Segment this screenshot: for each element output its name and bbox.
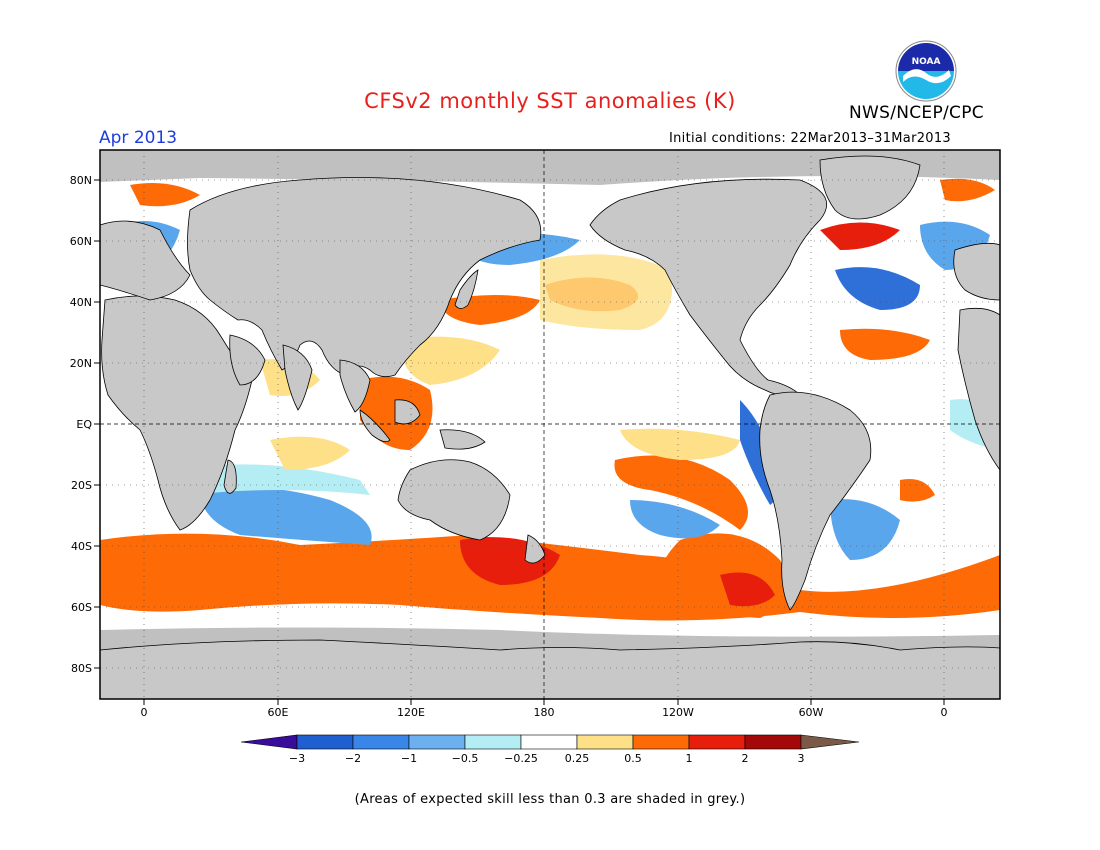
arctic-warm-west [130,182,200,207]
noaa-logo: NOAA [895,40,957,102]
north-atlantic-cool [835,267,920,310]
lon-label: 120W [662,706,694,719]
indochina [339,359,371,413]
lat-label: 80S [71,662,92,675]
south-pacific-warm-tongue [614,455,748,530]
europe-west [100,220,191,301]
lat-ticks [94,179,100,669]
lat-label: 60S [71,601,92,614]
south-pacific-cool [630,500,720,539]
skill-footnote: (Areas of expected skill less than 0.3 a… [354,792,746,807]
forecast-month: Apr 2013 [99,128,178,148]
europe-east [953,242,1000,301]
africa [101,295,253,531]
tropical-indian-warm [270,436,350,470]
north-pacific-light-warm [540,254,672,330]
south-america [759,391,872,611]
new-zealand [524,534,546,564]
lat-label: 20S [71,479,92,492]
arabian-peninsula [229,334,266,386]
eurasia [187,177,542,378]
greenland [819,155,921,220]
lat-label: EQ [76,418,92,431]
south-indian-cool [200,486,372,545]
southeast-pacific-strong-warm [720,572,775,607]
sumatra [359,409,391,443]
lat-label: 20N [70,357,92,370]
initial-conditions-label: Initial conditions: 22Mar2013–31Mar2013 [669,131,952,146]
latitude-labels: 80N 60N 40N 20N EQ 20S 40S 60S 80S [70,174,93,675]
lon-label: 0 [141,706,148,719]
south-atlantic-cool [830,499,900,560]
north-america [589,178,828,397]
lat-label: 40S [71,540,92,553]
north-atlantic-warm [820,222,900,250]
logo-text: NOAA [912,57,941,67]
chart-title: CFSv2 monthly SST anomalies (K) [364,89,736,113]
organization-label: NWS/NCEP/CPC [849,103,984,123]
west-pacific-light-warm [400,336,500,385]
central-pacific-light-warm [620,428,740,460]
south-atlantic-warm [900,479,935,502]
new-guinea [439,429,486,450]
borneo [394,399,421,425]
lat-label: 80N [70,174,92,187]
antarctica [100,639,1000,699]
arctic-skill-mask [100,150,1000,185]
lon-label: 60W [799,706,824,719]
lon-label: 120E [397,706,425,719]
longitude-labels: 0 60E 120E 180 120W 60W 0 [141,706,948,719]
lon-label: 180 [534,706,555,719]
map-dotted-gridlines [100,150,1000,699]
lon-label: 0 [941,706,948,719]
lon-ticks [143,699,945,705]
australia [397,459,511,541]
africa-east-repeat [957,307,1000,471]
subtropical-atlantic-warm [840,328,930,360]
land-masses [100,155,1000,699]
map-gridlines [100,150,1000,699]
lat-label: 40N [70,296,92,309]
lat-label: 60N [70,235,92,248]
madagascar [223,459,237,494]
lon-label: 60E [268,706,289,719]
indian-subcontinent [282,344,313,411]
japan [454,269,479,309]
arctic-warm-east [940,178,995,202]
